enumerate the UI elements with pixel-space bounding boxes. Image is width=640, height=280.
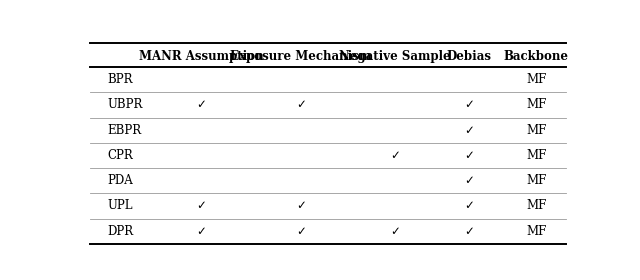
Text: ✓: ✓ <box>390 225 400 238</box>
Text: MANR Assumption: MANR Assumption <box>140 50 264 63</box>
Text: ✓: ✓ <box>465 124 474 137</box>
Text: ✓: ✓ <box>196 199 207 213</box>
Text: Negative Sample: Negative Sample <box>339 50 451 63</box>
Text: MF: MF <box>526 199 547 213</box>
Text: ✓: ✓ <box>465 98 474 111</box>
Text: UBPR: UBPR <box>108 98 143 111</box>
Text: ✓: ✓ <box>465 149 474 162</box>
Text: ✓: ✓ <box>296 225 306 238</box>
Text: MF: MF <box>526 73 547 86</box>
Text: ✓: ✓ <box>196 225 207 238</box>
Text: MF: MF <box>526 174 547 187</box>
Text: ✓: ✓ <box>296 199 306 213</box>
Text: UPL: UPL <box>108 199 132 213</box>
Text: ✓: ✓ <box>390 149 400 162</box>
Text: BPR: BPR <box>108 73 132 86</box>
Text: MF: MF <box>526 98 547 111</box>
Text: ✓: ✓ <box>465 199 474 213</box>
Text: Exposure Mechanism: Exposure Mechanism <box>230 50 371 63</box>
Text: MF: MF <box>526 225 547 238</box>
Text: CPR: CPR <box>108 149 133 162</box>
Text: PDA: PDA <box>108 174 133 187</box>
Text: ✓: ✓ <box>296 98 306 111</box>
Text: EBPR: EBPR <box>108 124 141 137</box>
Text: ✓: ✓ <box>465 174 474 187</box>
Text: Backbone: Backbone <box>504 50 569 63</box>
Text: Debias: Debias <box>447 50 492 63</box>
Text: ✓: ✓ <box>465 225 474 238</box>
Text: MF: MF <box>526 149 547 162</box>
Text: ✓: ✓ <box>196 98 207 111</box>
Text: DPR: DPR <box>108 225 133 238</box>
Text: MF: MF <box>526 124 547 137</box>
